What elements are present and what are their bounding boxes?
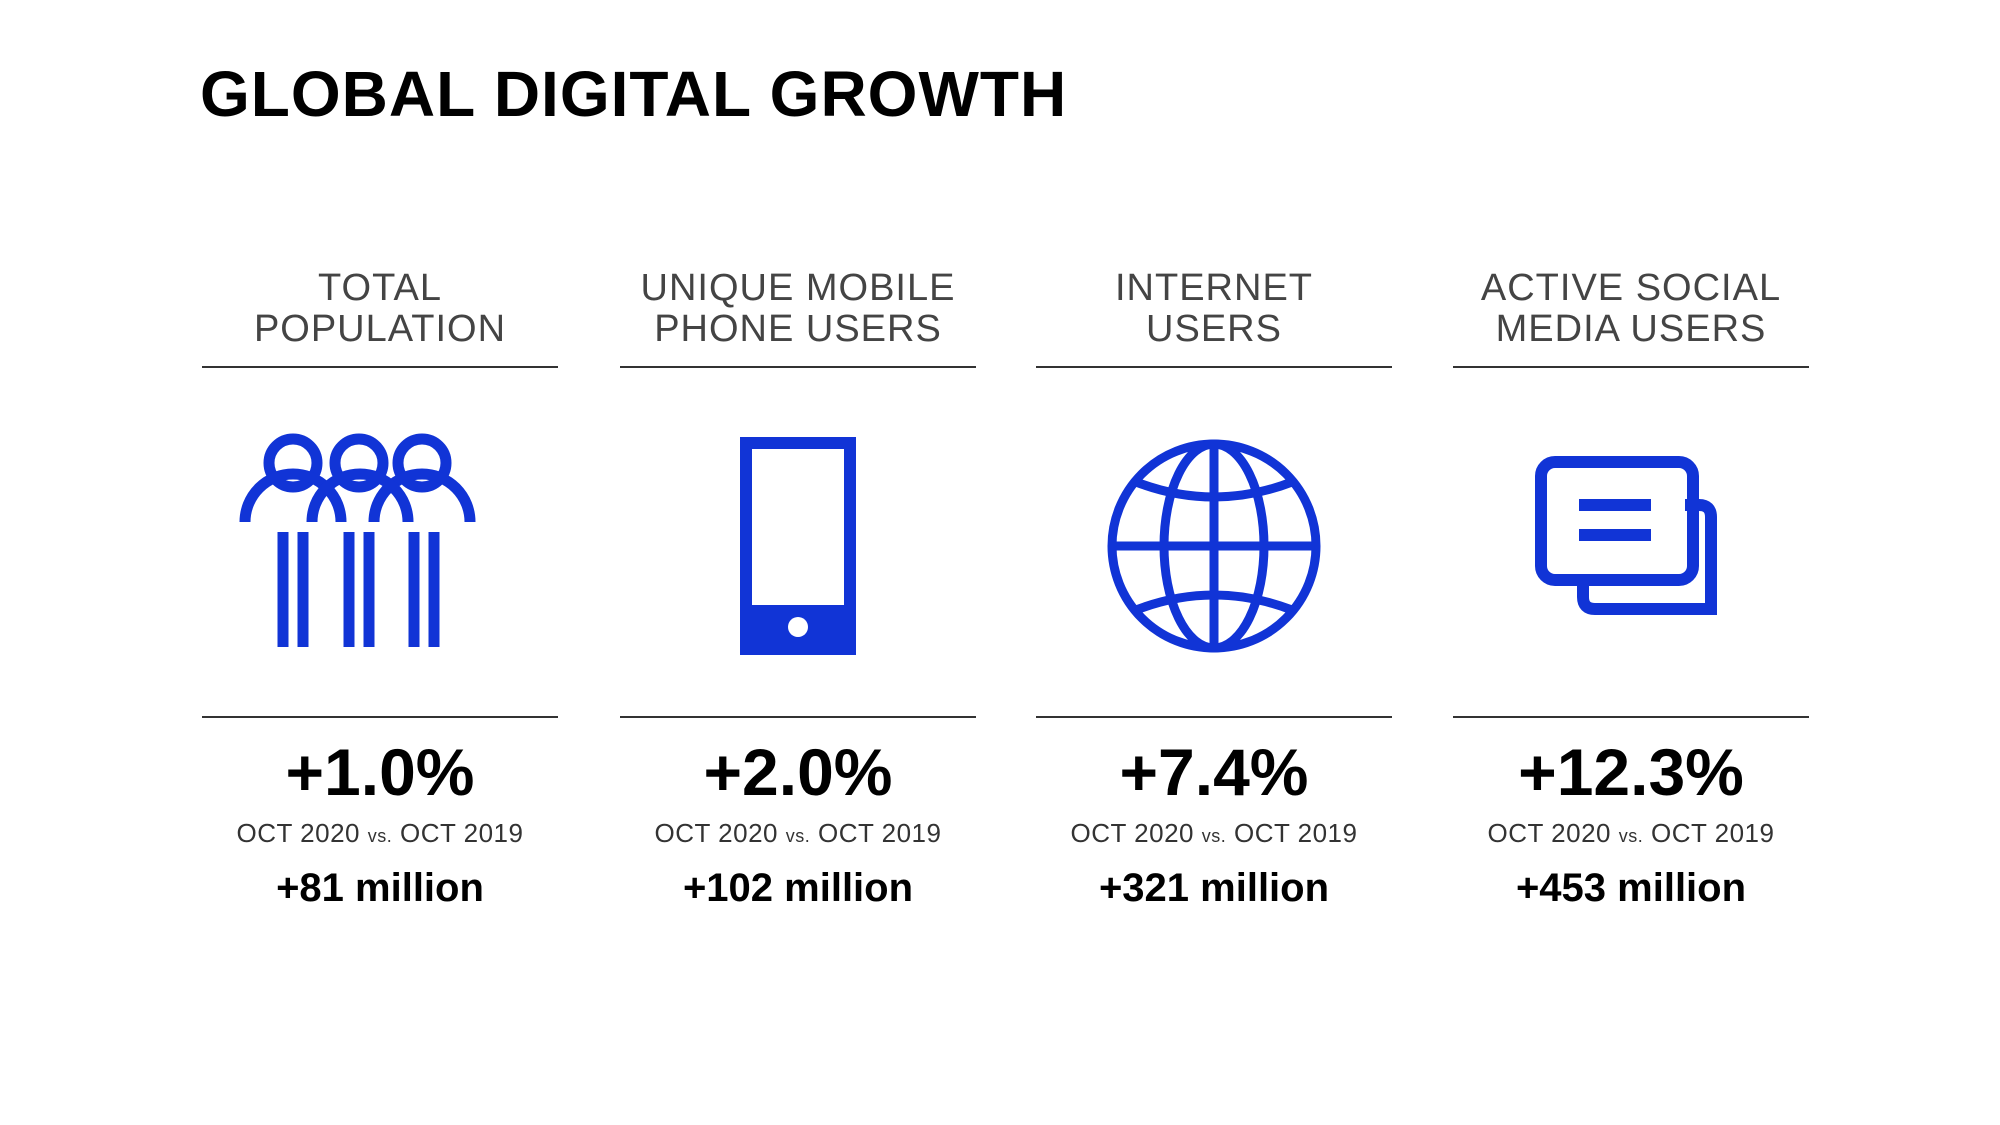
divider (1453, 366, 1809, 368)
stat-heading: ACTIVE SOCIAL MEDIA USERS (1453, 268, 1809, 350)
period-vs: vs. (367, 826, 393, 846)
divider (620, 366, 976, 368)
period-vs: vs. (785, 826, 811, 846)
period-vs: vs. (1618, 826, 1644, 846)
stat-heading-line: POPULATION (253, 308, 507, 350)
page-title: GLOBAL DIGITAL GROWTH (200, 58, 1068, 130)
stat-heading-line: PHONE USERS (654, 308, 942, 350)
divider (1036, 716, 1392, 718)
period-from: OCT 2020 (1487, 818, 1611, 848)
absolute-change: +453 million (1515, 866, 1747, 910)
divider (1036, 366, 1392, 368)
divider (202, 366, 558, 368)
period-from: OCT 2020 (654, 818, 778, 848)
chat-bubbles-icon (1481, 420, 1781, 680)
percent-change: +12.3% (1518, 735, 1744, 809)
stat-heading-line: MEDIA USERS (1495, 308, 1767, 350)
comparison-period: OCT 2020 vs. OCT 2019 (620, 818, 976, 849)
stat-heading-line: ACTIVE SOCIAL (1480, 267, 1782, 309)
period-to: OCT 2019 (399, 818, 524, 848)
stat-heading: TOTAL POPULATION (202, 268, 558, 350)
stat-internet-users: INTERNET USERS +7.4% OCT 2020 vs. OCT 20… (1036, 260, 1392, 920)
divider (1453, 716, 1809, 718)
stat-total-population: TOTAL POPULATION +1.0% OCT 2020 vs. OCT … (202, 260, 558, 920)
period-to: OCT 2019 (1233, 818, 1358, 848)
period-vs: vs. (1201, 826, 1227, 846)
period-to: OCT 2019 (1650, 818, 1775, 848)
comparison-period: OCT 2020 vs. OCT 2019 (1036, 818, 1392, 849)
period-from: OCT 2020 (236, 818, 360, 848)
stat-heading: INTERNET USERS (1036, 268, 1392, 350)
stat-heading-line: USERS (1146, 308, 1282, 350)
stat-heading-line: TOTAL (318, 267, 442, 309)
absolute-change: +321 million (1098, 866, 1330, 910)
period-to: OCT 2019 (817, 818, 942, 848)
comparison-period: OCT 2020 vs. OCT 2019 (202, 818, 558, 849)
stat-heading-line: INTERNET (1115, 267, 1313, 309)
stat-heading: UNIQUE MOBILE PHONE USERS (620, 268, 976, 350)
people-icon (230, 420, 530, 680)
percent-change: +7.4% (1119, 735, 1309, 809)
absolute-change: +102 million (682, 866, 914, 910)
comparison-period: OCT 2020 vs. OCT 2019 (1453, 818, 1809, 849)
divider (620, 716, 976, 718)
mobile-phone-icon (648, 420, 948, 680)
divider (202, 716, 558, 718)
percent-change: +1.0% (285, 735, 475, 809)
stat-heading-line: UNIQUE MOBILE (640, 267, 956, 309)
stat-social-media-users: ACTIVE SOCIAL MEDIA USERS +12.3% OCT 202… (1453, 260, 1809, 920)
period-from: OCT 2020 (1070, 818, 1194, 848)
globe-icon (1064, 420, 1364, 680)
stat-mobile-users: UNIQUE MOBILE PHONE USERS +2.0% OCT 2020… (620, 260, 976, 920)
absolute-change: +81 million (276, 866, 484, 910)
percent-change: +2.0% (703, 735, 893, 809)
